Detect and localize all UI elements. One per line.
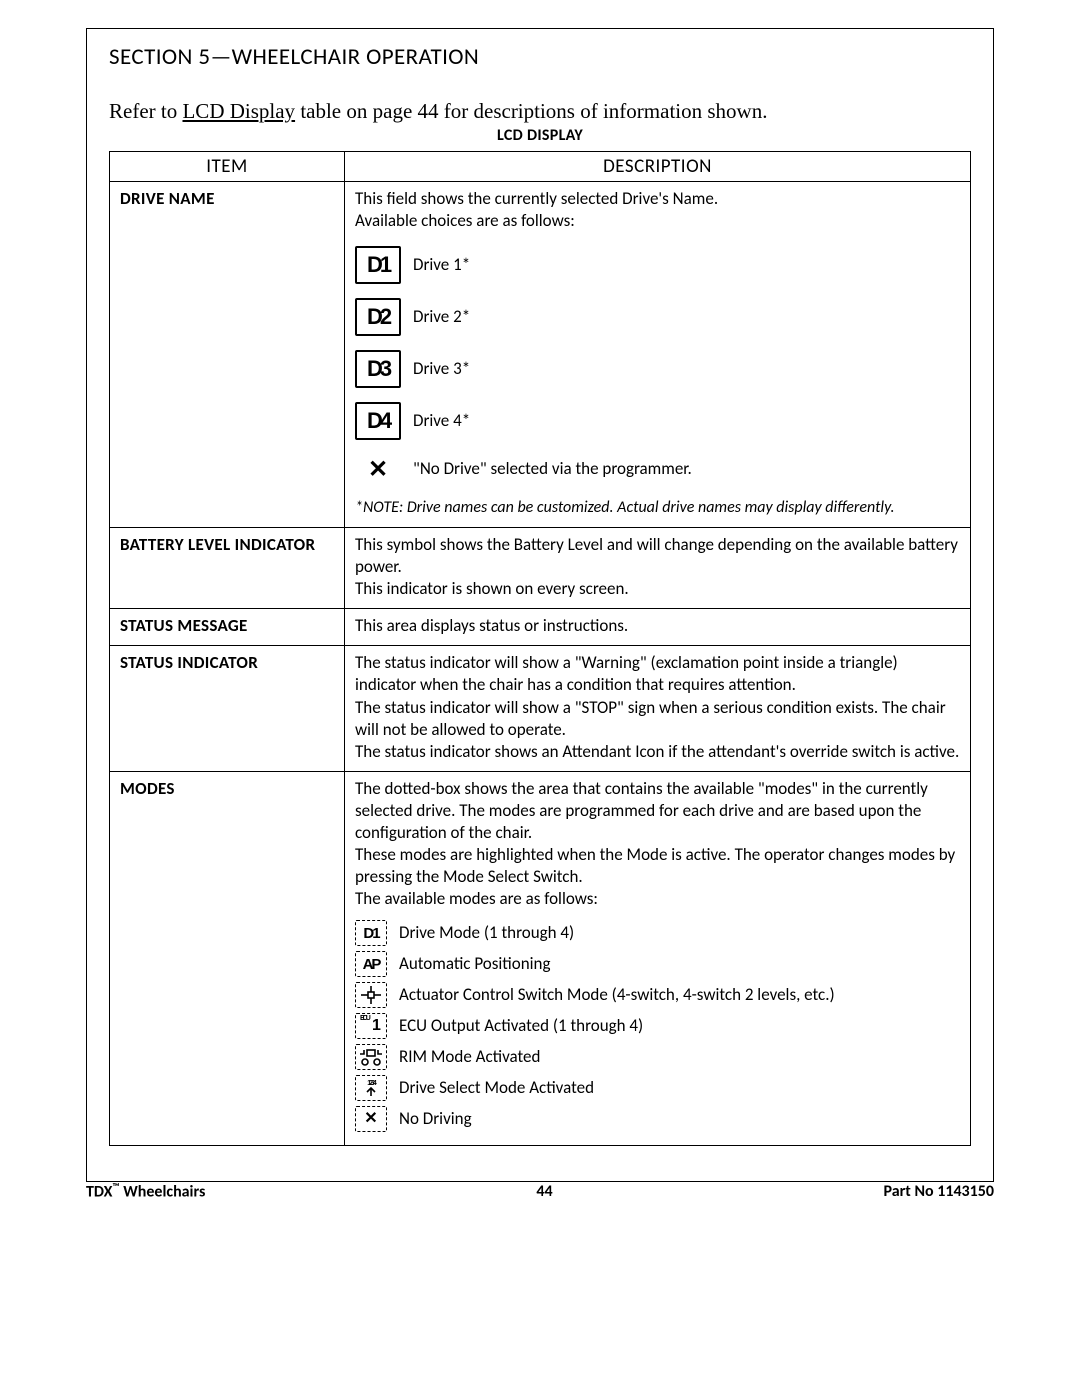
- row-status-indicator: STATUS INDICATOR The status indicator wi…: [110, 646, 971, 771]
- d1-icon: D1: [355, 246, 401, 284]
- mode-ecu: ECU 1 ECU Output Activated (1 through 4): [355, 1013, 960, 1039]
- mode-drive-icon: D1: [355, 920, 387, 946]
- item-battery: BATTERY LEVEL INDICATOR: [110, 527, 345, 608]
- d2-label: Drive 2*: [413, 306, 470, 328]
- drive-option-d1: D1 Drive 1*: [355, 246, 960, 284]
- lcd-table: ITEM DESCRIPTION DRIVE NAME This field s…: [109, 151, 971, 1146]
- section-heading: SECTION 5—WHEELCHAIR OPERATION: [109, 43, 971, 71]
- mode-dsel-nums: 1234: [367, 1080, 375, 1087]
- mode-ap: AP Automatic Positioning: [355, 951, 960, 977]
- col-header-item: ITEM: [110, 152, 345, 182]
- desc-battery: This symbol shows the Battery Level and …: [345, 527, 971, 608]
- ecu-sup: ECU: [360, 1015, 369, 1022]
- mode-ecu-icon: ECU 1: [355, 1013, 387, 1039]
- mode-drive-label: Drive Mode (1 through 4): [399, 922, 574, 944]
- mode-drive-select: 1234 Drive Select Mode Activated: [355, 1075, 960, 1101]
- mode-nodrive-icon: ✕: [355, 1106, 387, 1132]
- status-msg-p1: This area displays status or instruction…: [355, 615, 960, 637]
- table-title: LCD DISPLAY: [109, 126, 971, 145]
- row-status-message: STATUS MESSAGE This area displays status…: [110, 609, 971, 646]
- desc-modes: The dotted-box shows the area that conta…: [345, 771, 971, 1146]
- mode-rim: RIM Mode Activated: [355, 1044, 960, 1070]
- desc-status-message: This area displays status or instruction…: [345, 609, 971, 646]
- mode-rim-icon: [355, 1044, 387, 1070]
- drive-option-d4: D4 Drive 4*: [355, 402, 960, 440]
- row-modes: MODES The dotted-box shows the area that…: [110, 771, 971, 1146]
- item-drive-name: DRIVE NAME: [110, 182, 345, 528]
- intro-prefix: Refer to: [109, 99, 182, 123]
- page-frame: SECTION 5—WHEELCHAIR OPERATION Refer to …: [86, 28, 994, 1182]
- drive-option-none: ✕ "No Drive" selected via the programmer…: [355, 454, 960, 484]
- drive-lead2: Available choices are as follows:: [355, 210, 960, 232]
- col-header-desc: DESCRIPTION: [345, 152, 971, 182]
- d1-label: Drive 1*: [413, 254, 470, 276]
- desc-drive-name: This field shows the currently selected …: [345, 182, 971, 528]
- mode-actuator-icon: [355, 982, 387, 1008]
- mode-dsel-icon: 1234: [355, 1075, 387, 1101]
- footer-product-tail: Wheelchairs: [120, 1182, 206, 1201]
- drive-option-d3: D3 Drive 3*: [355, 350, 960, 388]
- intro-link: LCD Display: [182, 99, 295, 123]
- modes-p2: These modes are highlighted when the Mod…: [355, 844, 960, 888]
- mode-ap-icon: AP: [355, 951, 387, 977]
- mode-no-driving: ✕ No Driving: [355, 1106, 960, 1132]
- d3-icon: D3: [355, 350, 401, 388]
- item-status-indicator: STATUS INDICATOR: [110, 646, 345, 771]
- intro-line: Refer to LCD Display table on page 44 fo…: [109, 99, 971, 124]
- item-status-message: STATUS MESSAGE: [110, 609, 345, 646]
- row-drive-name: DRIVE NAME This field shows the currentl…: [110, 182, 971, 528]
- battery-p1: This symbol shows the Battery Level and …: [355, 534, 960, 578]
- drive-option-d2: D2 Drive 2*: [355, 298, 960, 336]
- item-modes: MODES: [110, 771, 345, 1146]
- d3-label: Drive 3*: [413, 358, 470, 380]
- modes-p1: The dotted-box shows the area that conta…: [355, 778, 960, 844]
- no-drive-label: "No Drive" selected via the programmer.: [413, 458, 692, 480]
- mode-actuator-label: Actuator Control Switch Mode (4-switch, …: [399, 984, 835, 1006]
- mode-actuator: Actuator Control Switch Mode (4-switch, …: [355, 982, 960, 1008]
- mode-dsel-label: Drive Select Mode Activated: [399, 1077, 594, 1099]
- no-drive-icon: ✕: [355, 454, 401, 484]
- footer-tm: ™: [112, 1180, 119, 1193]
- mode-drive: D1 Drive Mode (1 through 4): [355, 920, 960, 946]
- mode-nodrive-label: No Driving: [399, 1108, 472, 1130]
- intro-suffix: table on page 44 for descriptions of inf…: [295, 99, 767, 123]
- footer-product-name: TDX: [86, 1182, 112, 1201]
- footer-page: 44: [536, 1182, 552, 1201]
- d4-icon: D4: [355, 402, 401, 440]
- row-battery: BATTERY LEVEL INDICATOR This symbol show…: [110, 527, 971, 608]
- status-ind-p2: The status indicator will show a "STOP" …: [355, 697, 960, 741]
- drive-note: *NOTE: Drive names can be customized. Ac…: [355, 498, 960, 519]
- battery-p2: This indicator is shown on every screen.: [355, 578, 960, 600]
- desc-status-indicator: The status indicator will show a "Warnin…: [345, 646, 971, 771]
- modes-p3: The available modes are as follows:: [355, 888, 960, 910]
- d2-icon: D2: [355, 298, 401, 336]
- mode-ap-label: Automatic Positioning: [399, 953, 551, 975]
- mode-rim-label: RIM Mode Activated: [399, 1046, 540, 1068]
- status-ind-p3: The status indicator shows an Attendant …: [355, 741, 960, 763]
- footer-product: TDX™ Wheelchairs: [86, 1180, 205, 1201]
- status-ind-p1: The status indicator will show a "Warnin…: [355, 652, 960, 696]
- page-footer: TDX™ Wheelchairs 44 Part No 1143150: [86, 1180, 994, 1201]
- d4-label: Drive 4*: [413, 410, 470, 432]
- drive-lead1: This field shows the currently selected …: [355, 188, 960, 210]
- mode-ecu-label: ECU Output Activated (1 through 4): [399, 1015, 643, 1037]
- footer-part: Part No 1143150: [884, 1182, 994, 1201]
